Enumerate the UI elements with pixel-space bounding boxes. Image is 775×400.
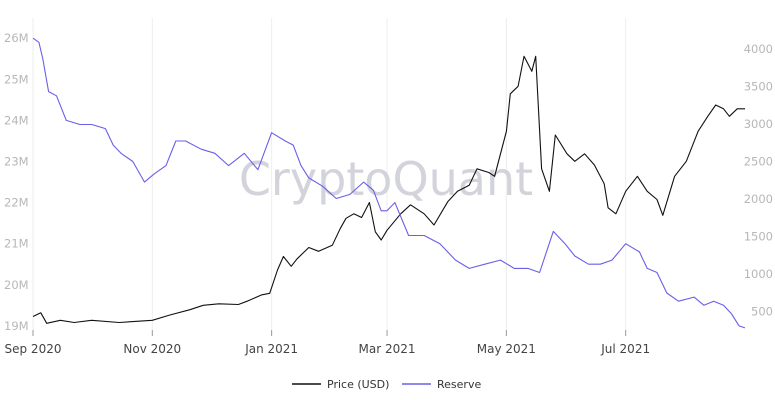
- right-tick-label: 1500: [744, 229, 773, 243]
- right-tick-label: 500: [751, 304, 773, 318]
- price-usd-line: [32, 55, 745, 324]
- x-tick-label: Sep 2020: [5, 342, 62, 356]
- reserve-line: [32, 37, 746, 329]
- x-tick-label: May 2021: [477, 342, 536, 356]
- right-tick-label: 3500: [744, 79, 773, 93]
- left-tick-label: 24M: [4, 113, 29, 127]
- legend[interactable]: Price (USD) Reserve: [292, 378, 481, 391]
- left-tick-label: 26M: [4, 31, 29, 45]
- left-tick-label: 22M: [4, 196, 29, 210]
- left-tick-label: 19M: [4, 319, 29, 333]
- right-tick-label: 3000: [744, 117, 773, 131]
- right-tick-label: 2500: [744, 154, 773, 168]
- left-axis-ticks: 19M 20M 21M 22M 23M 24M 25M 26M: [4, 31, 29, 333]
- right-tick-label: 2000: [744, 192, 773, 206]
- x-tick-label: Jul 2021: [600, 342, 650, 356]
- left-tick-label: 20M: [4, 278, 29, 292]
- legend-item-price[interactable]: Price (USD): [292, 378, 389, 391]
- left-tick-label: 23M: [4, 155, 29, 169]
- gridlines: [32, 18, 627, 330]
- x-tick-label: Mar 2021: [359, 342, 416, 356]
- right-axis-ticks: 500 1000 1500 2000 2500 3000 3500 4000: [744, 42, 773, 319]
- right-tick-label: 4000: [744, 42, 773, 56]
- x-tick-label: Jan 2021: [244, 342, 298, 356]
- x-tick-label: Nov 2020: [123, 342, 181, 356]
- left-tick-label: 21M: [4, 237, 29, 251]
- series-lines: [32, 37, 746, 329]
- x-axis-ticks: Sep 2020 Nov 2020 Jan 2021 Mar 2021 May 2021…: [5, 330, 650, 356]
- legend-label-reserve: Reserve: [437, 378, 481, 391]
- left-tick-label: 25M: [4, 72, 29, 86]
- legend-label-price: Price (USD): [327, 378, 389, 391]
- right-tick-label: 1000: [744, 267, 773, 281]
- watermark: CryptoQuant: [239, 152, 533, 206]
- legend-item-reserve[interactable]: Reserve: [402, 378, 481, 391]
